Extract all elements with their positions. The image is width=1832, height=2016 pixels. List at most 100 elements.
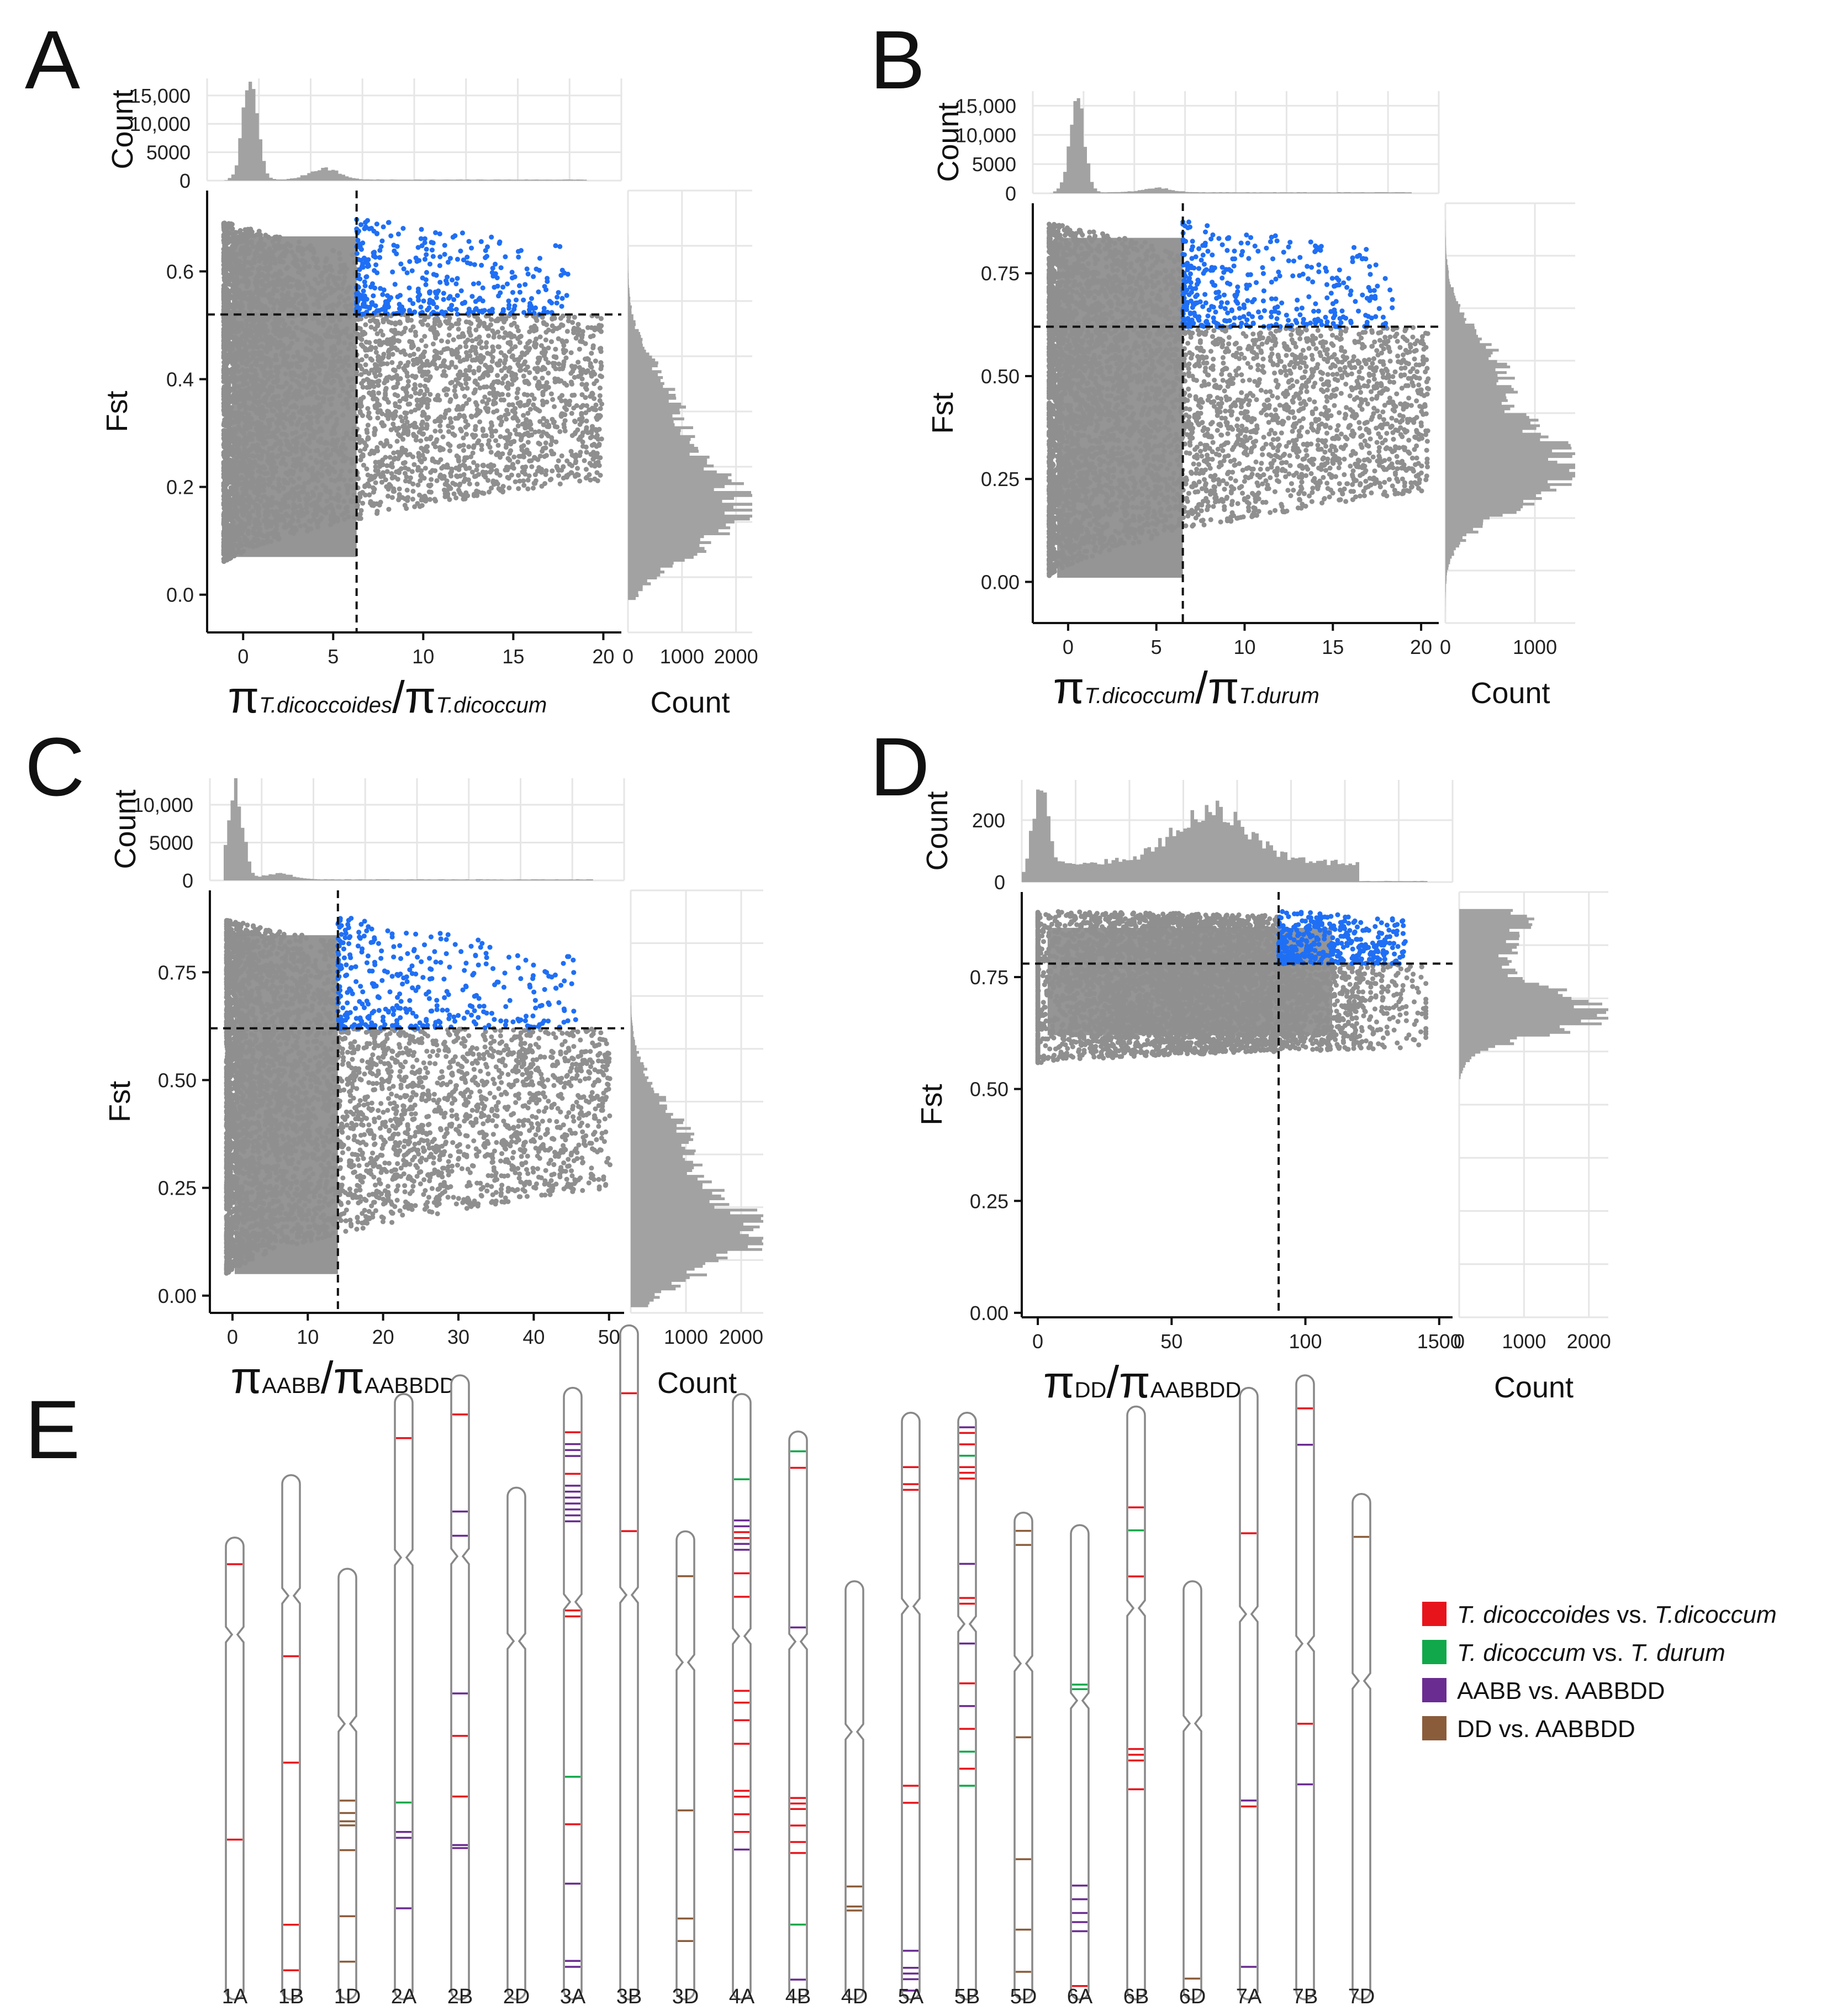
chromosome-3B: 3B (616, 1324, 642, 2008)
chromosome-outline (1182, 1580, 1202, 2001)
panel-letter-e: E (25, 1383, 80, 1476)
legend-label-part: vs. (1610, 1601, 1655, 1628)
x-tick-label: 5 (1151, 636, 1162, 658)
legend-label: T. dicoccoides vs. T.dicoccum (1457, 1601, 1777, 1628)
x-label-pi: π (334, 1353, 365, 1403)
chromosome-3D: 3D (672, 1530, 699, 2008)
x-tick-label: 20 (592, 645, 614, 668)
y-tick-label: 0.25 (158, 1177, 197, 1200)
right-hist-axis-label: Count (650, 686, 730, 719)
x-label-slash: / (321, 1353, 334, 1403)
chromosome-label: 4D (841, 1985, 868, 2008)
y-tick-label: 0.75 (970, 966, 1009, 989)
chromosome-label: 5D (1010, 1985, 1037, 2008)
chromosome-outline (1351, 1492, 1371, 2001)
x-tick-label: 100 (1289, 1330, 1322, 1353)
chromosome-6B: 6B (1123, 1405, 1149, 2008)
x-label-pi: π (1043, 1357, 1075, 1407)
chromosome-5A: 5A (898, 1412, 924, 2008)
chromosome-5D: 5D (1010, 1511, 1037, 2008)
legend-swatch (1422, 1678, 1446, 1702)
legend-label-part: T.dicoccum (1655, 1601, 1777, 1628)
chromosome-label: 3D (672, 1985, 699, 2008)
x-tick-label: 1500 (1417, 1330, 1461, 1353)
x-label-numerator: T.dicoccoides (259, 693, 392, 717)
right-hist-tick-label: 1000 (1502, 1330, 1546, 1353)
x-tick-label: 0 (1032, 1330, 1043, 1353)
top-hist-tick-label: 10,000 (133, 794, 193, 816)
x-tick-label: 40 (522, 1326, 545, 1348)
right-histogram-bars (631, 890, 763, 1313)
x-tick-label: 30 (447, 1326, 469, 1348)
chromosome-outline (1295, 1374, 1315, 2001)
chromosome-4D: 4D (841, 1580, 868, 2008)
chromosome-1B: 1B (278, 1474, 304, 2008)
chromosome-outline (1126, 1405, 1146, 2001)
chromosome-outline (394, 1393, 414, 2001)
right-hist-tick-label: 1000 (664, 1326, 708, 1348)
x-label-numerator: DD (1075, 1378, 1107, 1402)
y-axis-label: Fst (926, 393, 959, 434)
y-tick-label: 0.0 (166, 584, 194, 606)
y-tick-label: 0.00 (981, 571, 1020, 593)
x-label-pi: π (1119, 1357, 1150, 1407)
x-label-pi: π (231, 1353, 262, 1403)
panel-d: D 0 200 Count 0 50 100 1500 0.00 0.25 0.50 0.75 Fst π… (870, 720, 1611, 1407)
top-hist-tick-label: 5000 (972, 153, 1016, 176)
chromosome-label: 6D (1179, 1985, 1206, 2008)
x-axis-label: πT.dicoccoides/πT.dicoccum (228, 672, 547, 722)
highlighted-points (1276, 909, 1408, 967)
y-tick-label: 0.6 (166, 260, 194, 283)
x-tick-label: 20 (1410, 636, 1432, 658)
chromosome-outline (901, 1412, 921, 2001)
legend-label: T. dicoccum vs. T. durum (1457, 1639, 1725, 1666)
y-tick-label: 0.75 (158, 961, 197, 984)
top-hist-axis-label: Count (109, 789, 142, 869)
y-tick-label: 0.50 (981, 365, 1020, 388)
right-hist-tick-label: 2000 (719, 1326, 763, 1348)
highlighted-points (354, 217, 571, 317)
right-hist-tick-label: 0 (1454, 1330, 1465, 1353)
x-label-numerator: AABB (262, 1374, 321, 1398)
x-tick-label: 0 (227, 1326, 238, 1348)
chromosome-label: 1B (278, 1985, 304, 2008)
chromosome-label: 7A (1236, 1985, 1262, 2008)
y-tick-label: 0.00 (970, 1302, 1009, 1324)
chromosome-7B: 7B (1292, 1374, 1318, 2008)
legend-label-part: AABB vs. AABBDD (1457, 1677, 1665, 1704)
chromosome-2D: 2D (503, 1486, 530, 2008)
x-tick-label: 50 (1160, 1330, 1182, 1353)
chromosome-4A: 4A (729, 1393, 755, 2008)
dense-point-region (1057, 238, 1183, 578)
y-tick-label: 0.50 (158, 1069, 197, 1091)
top-hist-tick-label: 15,000 (130, 85, 191, 107)
x-label-pi: π (1053, 663, 1085, 713)
legend-label-part: T. dicoccoides (1457, 1601, 1610, 1628)
right-hist-tick-label: 2000 (714, 645, 758, 668)
y-axis-label: Fst (101, 391, 134, 432)
x-label-pi: π (1208, 663, 1239, 713)
legend-label-part: T. durum (1630, 1639, 1725, 1666)
top-hist-tick-label: 0 (179, 170, 191, 192)
chromosome-4B: 4B (785, 1430, 811, 2008)
top-hist-tick-label: 0 (182, 869, 193, 892)
chromosome-outline (337, 1568, 357, 2001)
chromosome-label: 3B (616, 1985, 642, 2008)
x-axis-label: πAABB/πAABBDD (231, 1353, 456, 1403)
scatter-plot: 0 5 10 15 200.00.20.40.6FstπT.dicoccoides/πT… (101, 191, 621, 722)
x-tick-label: 10 (297, 1326, 319, 1348)
legend-label-part: vs. (1586, 1639, 1630, 1666)
chromosome-label: 7D (1348, 1985, 1375, 2008)
chromosome-outline (788, 1430, 808, 2001)
right-hist-tick-label: 0 (622, 645, 633, 668)
chromosome-label: 3A (560, 1985, 586, 2008)
x-label-denominator: T.durum (1239, 684, 1319, 708)
chromosome-label: 1A (222, 1985, 248, 2008)
right-hist-tick-label: 1000 (660, 645, 704, 668)
top-hist-tick-label: 10,000 (130, 113, 191, 135)
chromosome-label: 4B (785, 1985, 811, 2008)
